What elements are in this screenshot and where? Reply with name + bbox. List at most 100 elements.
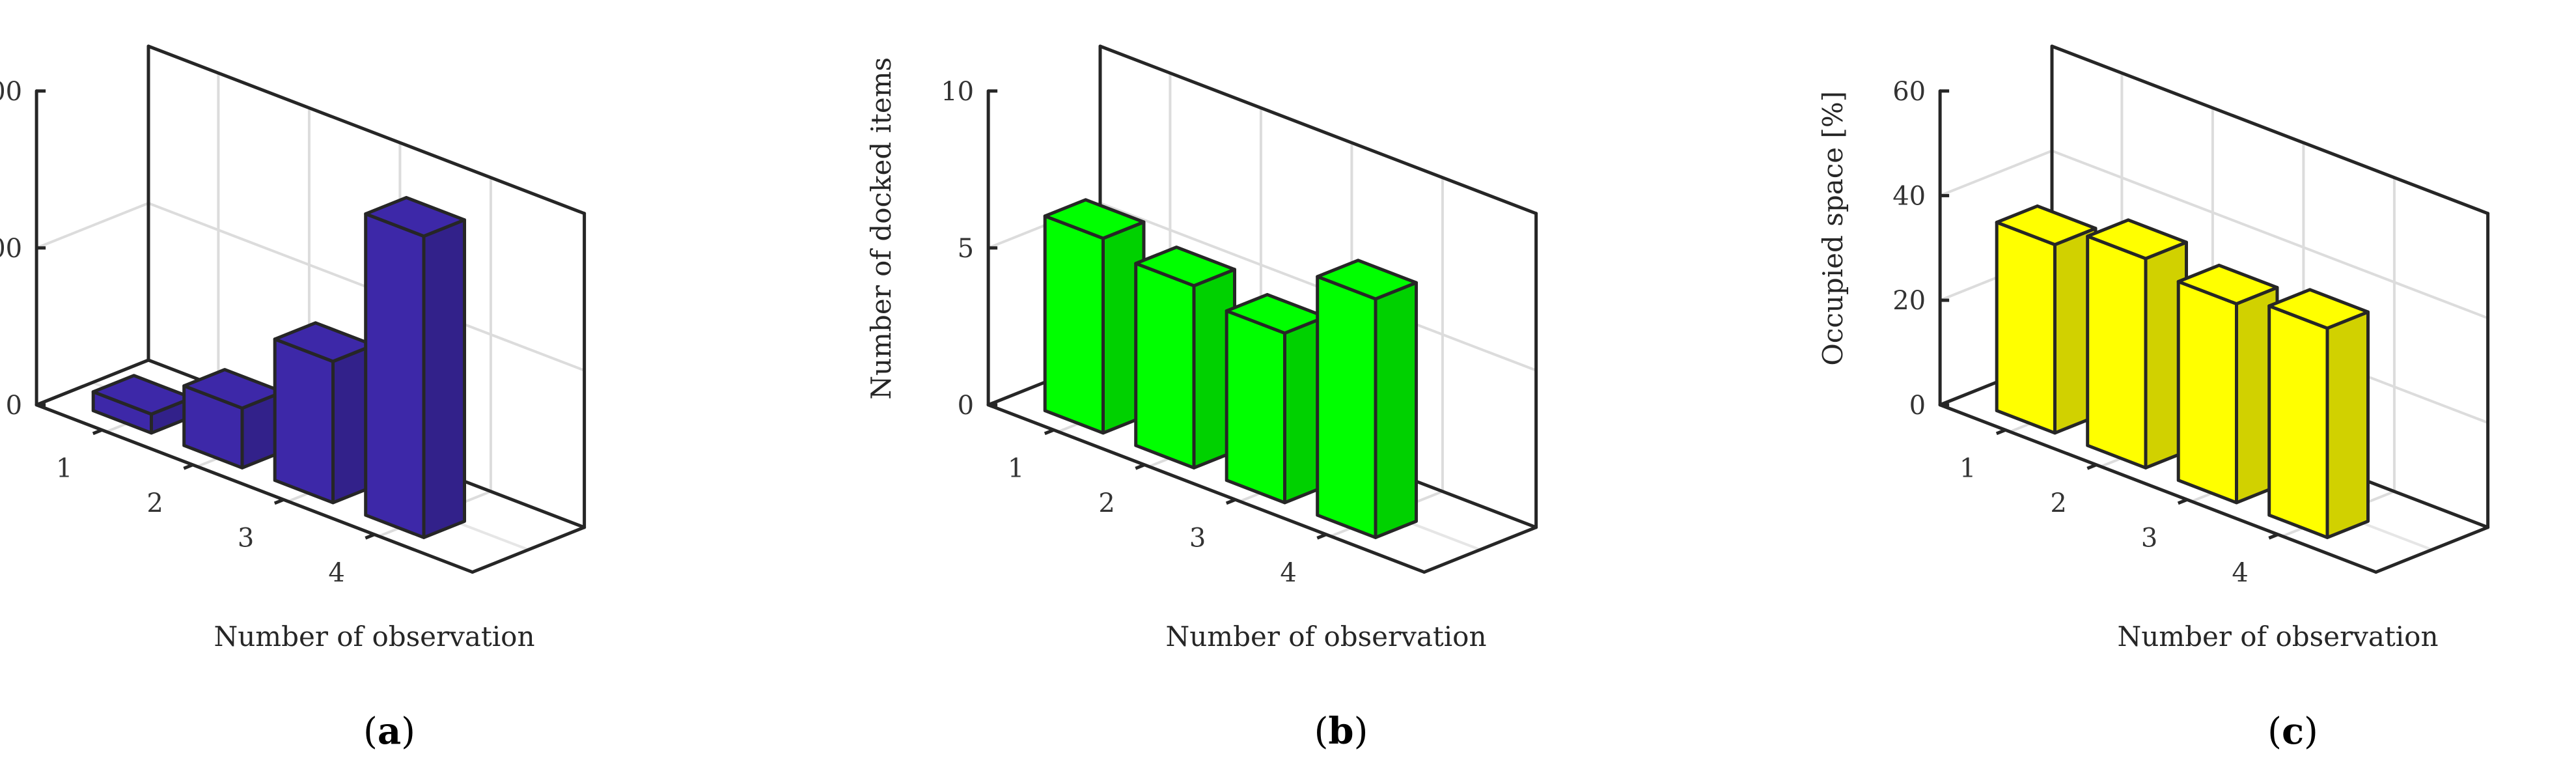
bar-1 xyxy=(91,374,194,435)
chart-panel-a: 050010001234Number of iterationNumber of… xyxy=(0,44,587,753)
y-ticks: 0 500 1000 xyxy=(0,77,46,421)
bar-top-face xyxy=(1316,259,1418,301)
x-tick-label: 4 xyxy=(1280,558,1296,588)
gridline xyxy=(1939,149,2053,197)
bars xyxy=(91,195,466,539)
x-tick-label: 2 xyxy=(2050,488,2066,518)
gridline xyxy=(36,202,149,249)
bar-front-face xyxy=(1995,220,2057,435)
x-ticks: 1 2 3 4 xyxy=(1008,428,1327,588)
y-tick-label: 0 xyxy=(6,391,22,421)
bar-1 xyxy=(1043,198,1146,435)
y-tick-label: 40 xyxy=(1892,181,1926,211)
x-axis-label: Number of observation xyxy=(2117,621,2438,652)
x-tick xyxy=(2268,533,2278,540)
x-tick xyxy=(1044,428,1055,436)
bar-front-face xyxy=(1316,275,1378,539)
x-tick xyxy=(1225,498,1236,505)
bar-front-face xyxy=(1134,262,1196,470)
axis-line xyxy=(1422,526,1538,574)
bar-3 xyxy=(1225,292,1327,505)
bar-side-face xyxy=(2325,310,2370,539)
axis-line xyxy=(2374,526,2490,574)
bar-front-face xyxy=(2086,234,2148,470)
x-tick xyxy=(1316,533,1327,540)
bar-front-face xyxy=(1225,309,1286,505)
y-tick-label: 5 xyxy=(958,234,974,264)
axis-line xyxy=(471,526,587,574)
bar-4 xyxy=(1316,259,1418,539)
x-ticks: 1 2 3 4 xyxy=(1960,428,2278,588)
y-tick-label: 20 xyxy=(1892,286,1926,316)
bar-3 xyxy=(2176,263,2279,505)
x-tick xyxy=(2086,463,2097,470)
bar-front-face xyxy=(2176,279,2238,505)
bar-4 xyxy=(364,195,466,539)
x-tick-label: 1 xyxy=(56,453,72,483)
y-tick-label: 0 xyxy=(1909,391,1926,421)
bar-1 xyxy=(1995,204,2098,435)
y-tick-label: 0 xyxy=(958,391,974,421)
panel-label: (b) xyxy=(1314,710,1368,753)
bar-2 xyxy=(182,368,284,470)
bar-front-face xyxy=(2267,304,2329,539)
axis-line xyxy=(1098,44,1538,216)
bars xyxy=(1995,204,2370,539)
bar-side-face xyxy=(422,218,466,539)
bar-front-face xyxy=(1043,214,1105,435)
x-tick-label: 1 xyxy=(1008,453,1024,483)
x-tick xyxy=(273,498,284,505)
y-ticks: 0 5 10 xyxy=(941,77,998,421)
panel-label: (a) xyxy=(363,710,415,753)
bar-front-face xyxy=(273,337,335,505)
x-tick-label: 4 xyxy=(2232,558,2248,588)
x-ticks: 1 2 3 4 xyxy=(56,428,375,588)
x-tick-label: 4 xyxy=(328,558,344,588)
bar-2 xyxy=(2086,218,2188,470)
x-tick xyxy=(1135,463,1145,470)
axis-line xyxy=(2050,44,2490,216)
x-tick xyxy=(183,463,193,470)
bar-top-face xyxy=(2176,263,2279,306)
y-axis-label: Number of docked items xyxy=(865,57,897,400)
bar-2 xyxy=(1134,245,1236,470)
x-tick-label: 2 xyxy=(146,488,163,518)
x-tick-label: 3 xyxy=(238,523,254,553)
y-tick-label: 60 xyxy=(1892,77,1926,107)
bar-top-face xyxy=(364,195,466,238)
bar-top-face xyxy=(1995,204,2098,247)
y-axis-label: Occupied space [%] xyxy=(1817,91,1849,366)
bar-3 xyxy=(273,321,376,505)
bar-top-face xyxy=(2267,288,2370,330)
x-tick-label: 1 xyxy=(1960,453,1976,483)
x-tick xyxy=(2177,498,2188,505)
x-tick xyxy=(365,533,375,540)
axis-line xyxy=(1938,403,2378,574)
chart-panel-c: 0 20 40 60 1 2 3 4 Occupied space [%] Number of o… xyxy=(1817,44,2490,753)
x-tick-label: 3 xyxy=(2141,523,2157,553)
bars xyxy=(1043,198,1418,539)
x-tick xyxy=(1995,428,2006,436)
bar-front-face xyxy=(364,212,426,539)
gridline xyxy=(2051,149,2489,320)
x-axis-label: Number of observation xyxy=(214,621,534,652)
bar-4 xyxy=(2267,288,2370,539)
axis-line xyxy=(146,44,587,216)
panel-label: (c) xyxy=(2267,710,2318,753)
y-tick-label: 1000 xyxy=(0,77,22,107)
y-ticks: 0 20 40 60 xyxy=(1892,77,1950,421)
x-tick-label: 3 xyxy=(1189,523,1206,553)
chart-panel-b: 0 5 10 1 2 3 4 Number of docked items Number of … xyxy=(865,44,1538,753)
x-tick xyxy=(92,428,103,436)
bar-top-face xyxy=(1134,245,1236,288)
y-tick-label: 500 xyxy=(0,234,22,264)
bar-side-face xyxy=(1374,281,1418,539)
bar-top-face xyxy=(2086,218,2188,260)
axis-line xyxy=(986,403,1426,574)
axis-line xyxy=(35,358,150,407)
bar-top-face xyxy=(1043,198,1146,240)
x-axis-label: Number of observation xyxy=(1165,621,1486,652)
x-tick-label: 2 xyxy=(1098,488,1115,518)
axis-line xyxy=(35,403,475,574)
